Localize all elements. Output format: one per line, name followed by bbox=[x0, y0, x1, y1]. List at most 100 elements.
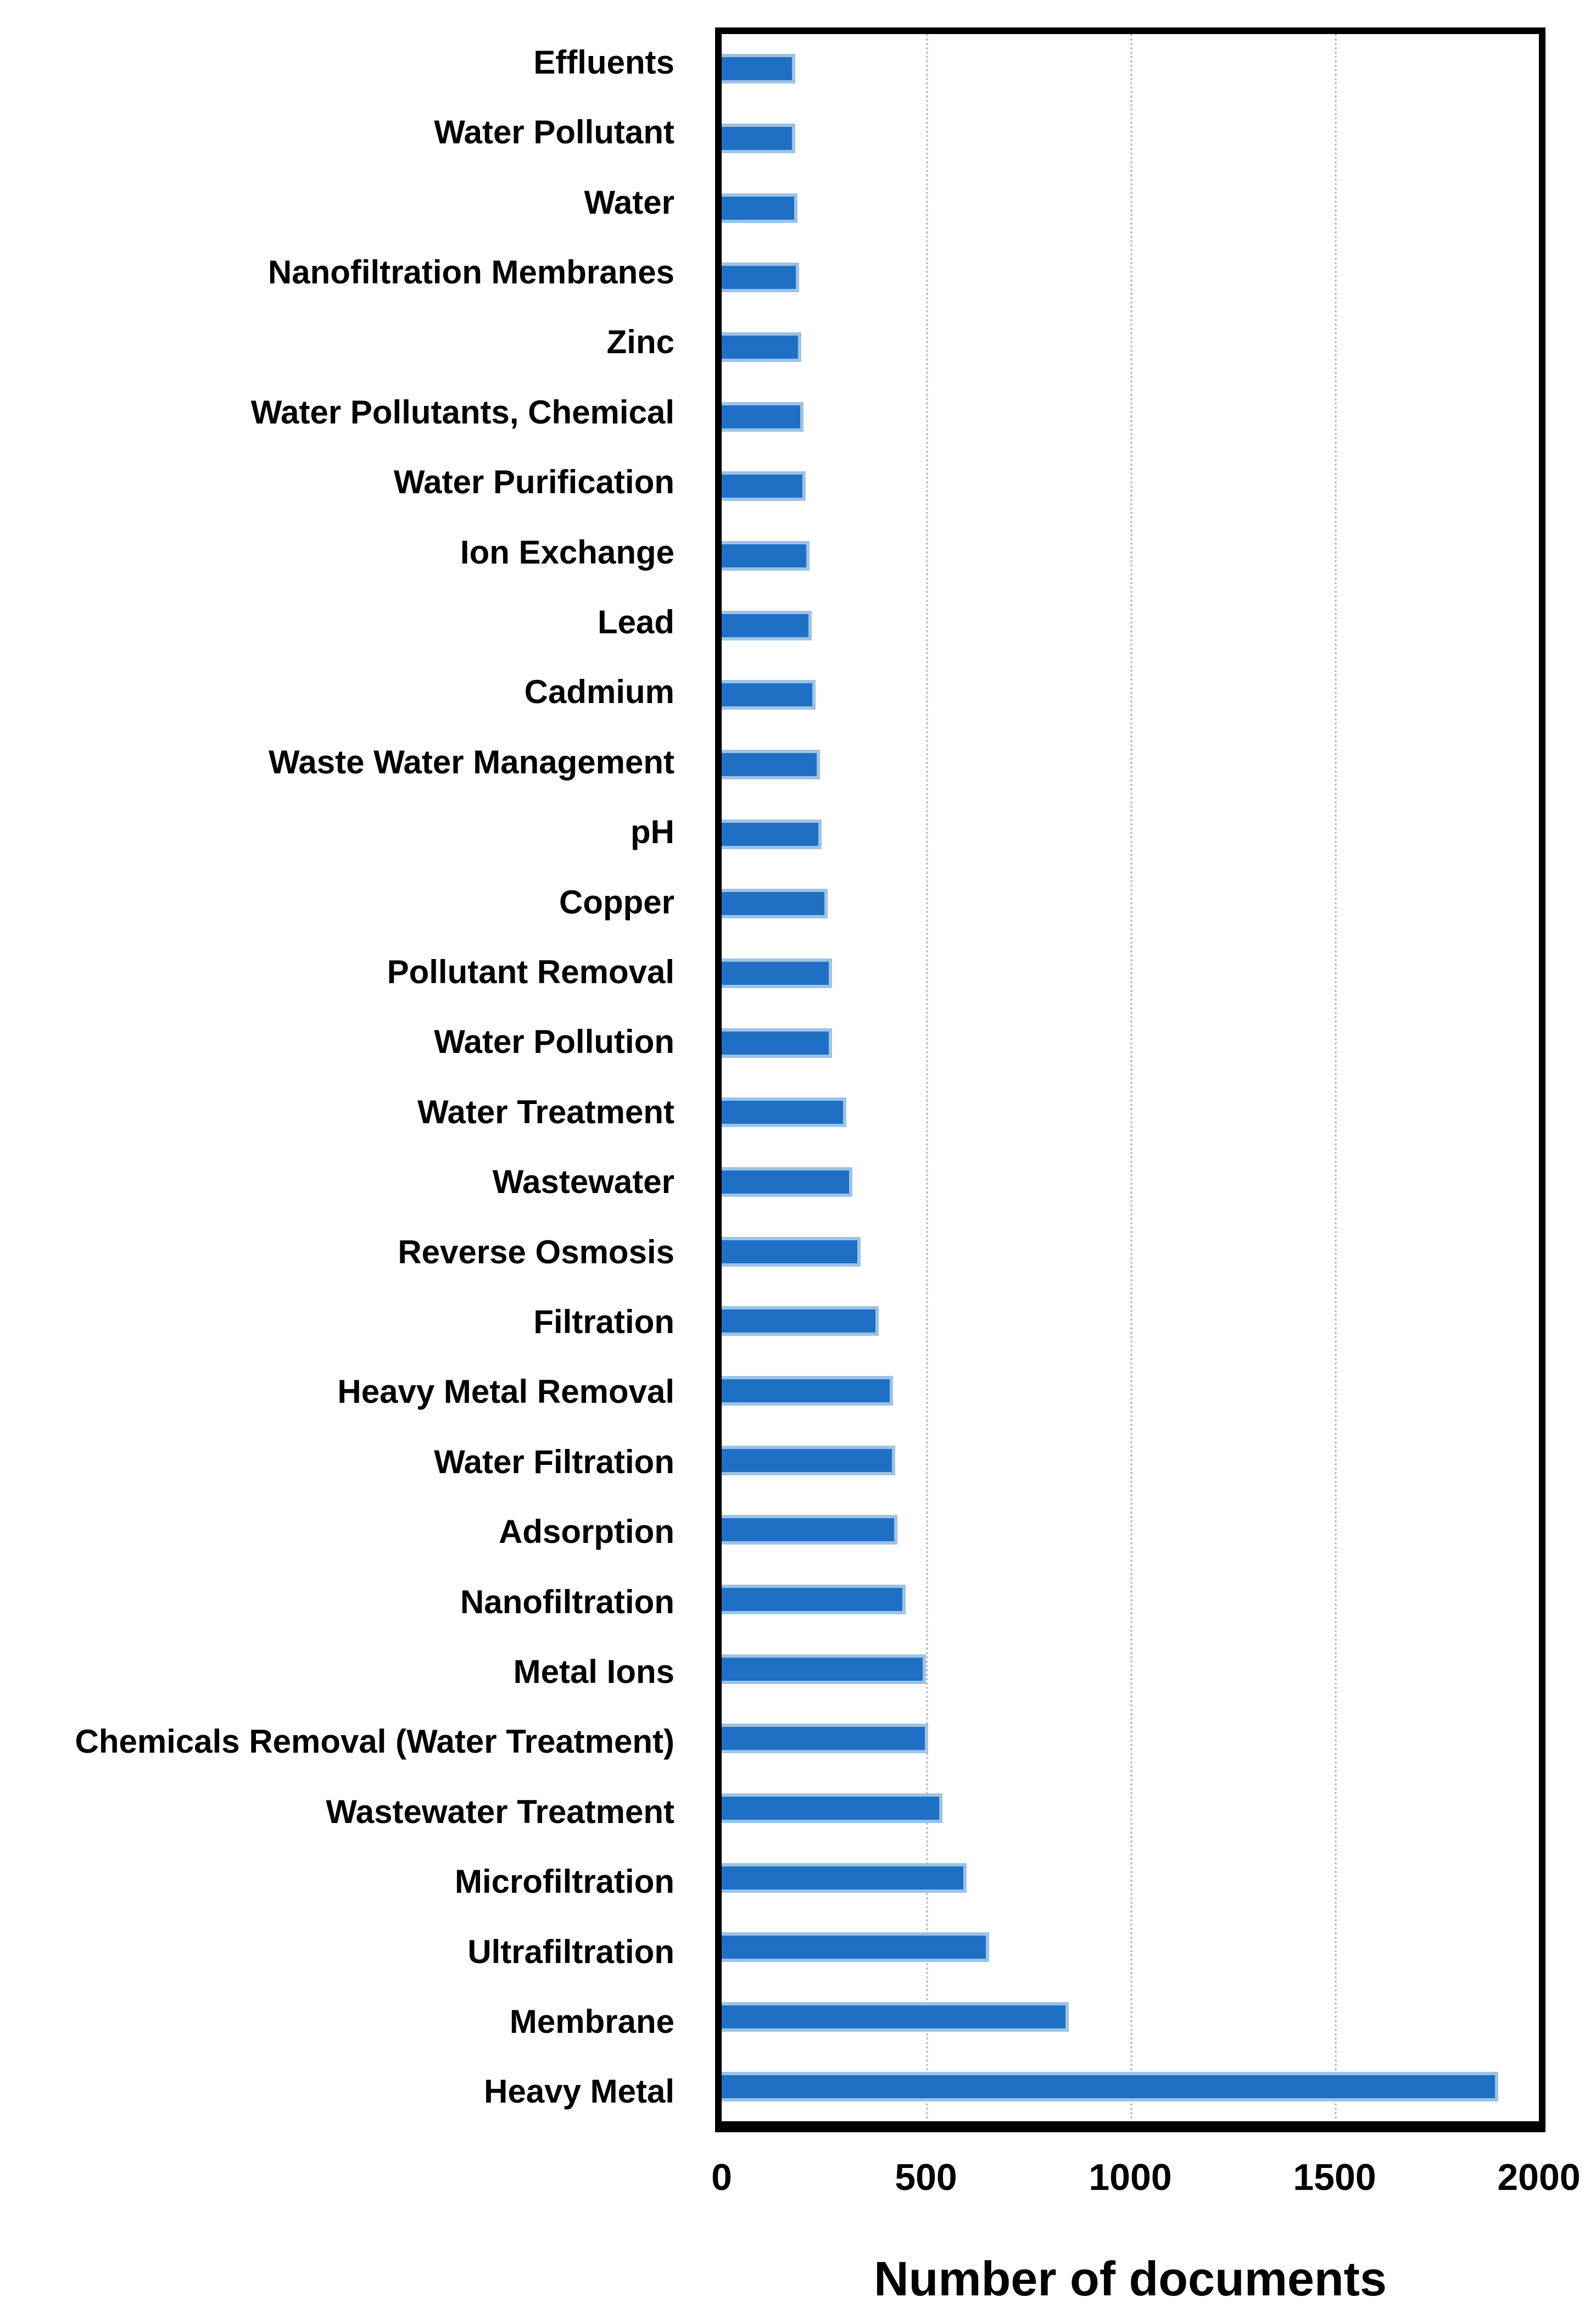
x-tick-label: 1000 bbox=[1089, 2156, 1172, 2198]
label-row: Ultrafiltration bbox=[0, 1917, 693, 1987]
bar-row bbox=[722, 451, 1539, 521]
bar-row bbox=[722, 730, 1539, 800]
x-tick-label: 0 bbox=[711, 2156, 732, 2198]
label-row: Microfiltration bbox=[0, 1847, 693, 1917]
bar bbox=[722, 1376, 894, 1406]
bar-row bbox=[722, 382, 1539, 451]
category-label: Ultrafiltration bbox=[467, 1933, 674, 1970]
x-tick-label: 500 bbox=[895, 2156, 957, 2198]
bar bbox=[722, 1932, 990, 1963]
bar bbox=[722, 610, 812, 640]
bar bbox=[722, 541, 810, 571]
bar-row bbox=[722, 1495, 1539, 1565]
bar bbox=[722, 193, 797, 223]
x-axis-title: Number of documents bbox=[874, 2251, 1387, 2306]
label-row: Filtration bbox=[0, 1287, 693, 1357]
bar-row bbox=[722, 1565, 1539, 1635]
category-label: Heavy Metal bbox=[484, 2073, 674, 2110]
label-row: Zinc bbox=[0, 308, 693, 377]
category-label: Wastewater bbox=[492, 1163, 674, 1201]
bar-row bbox=[722, 2052, 1539, 2121]
bar-row bbox=[722, 173, 1539, 243]
bar-row bbox=[722, 1078, 1539, 1147]
bar-row bbox=[722, 1704, 1539, 1774]
bar bbox=[722, 1515, 897, 1545]
bar bbox=[722, 263, 800, 293]
bar bbox=[722, 471, 806, 501]
bar-row bbox=[722, 1913, 1539, 1982]
category-label: Water Pollutant bbox=[434, 114, 674, 151]
category-label: Microfiltration bbox=[455, 1863, 674, 1900]
bar bbox=[722, 680, 816, 710]
category-label: Filtration bbox=[533, 1303, 674, 1341]
label-row: Copper bbox=[0, 867, 693, 937]
category-label: Heavy Metal Removal bbox=[337, 1373, 674, 1411]
bar bbox=[722, 889, 828, 919]
label-row: pH bbox=[0, 797, 693, 867]
bar-row bbox=[722, 590, 1539, 660]
label-row: Waste Water Management bbox=[0, 727, 693, 797]
label-row: Effluents bbox=[0, 27, 693, 97]
bar bbox=[722, 1863, 967, 1893]
bar-row bbox=[722, 869, 1539, 939]
label-row: Metal Ions bbox=[0, 1637, 693, 1707]
category-axis: Effluents Water Pollutant Water Nanofiltrat… bbox=[0, 27, 693, 2127]
label-row: Adsorption bbox=[0, 1497, 693, 1567]
gridline bbox=[1130, 34, 1132, 2121]
bar bbox=[722, 1724, 928, 1754]
label-row: Wastewater bbox=[0, 1147, 693, 1217]
bar bbox=[722, 54, 795, 84]
label-row: Water Filtration bbox=[0, 1427, 693, 1497]
category-label: Nanofiltration bbox=[460, 1583, 674, 1620]
category-label: Effluents bbox=[533, 43, 674, 81]
category-label: Water Pollution bbox=[434, 1023, 674, 1061]
bar bbox=[722, 958, 832, 989]
category-label: Waste Water Management bbox=[268, 743, 674, 781]
bar bbox=[722, 1236, 861, 1267]
label-row: Reverse Osmosis bbox=[0, 1217, 693, 1287]
x-tick-label: 1500 bbox=[1293, 2156, 1376, 2198]
category-label: Copper bbox=[559, 883, 674, 921]
bar bbox=[722, 1793, 942, 1824]
plot-inner bbox=[722, 34, 1539, 2121]
category-label: Lead bbox=[597, 603, 674, 640]
category-label: Wastewater Treatment bbox=[326, 1793, 674, 1830]
bar-row bbox=[722, 1217, 1539, 1286]
label-row: Water Treatment bbox=[0, 1077, 693, 1147]
label-row: Wastewater Treatment bbox=[0, 1777, 693, 1847]
bar bbox=[722, 124, 795, 153]
label-row: Nanofiltration Membranes bbox=[0, 237, 693, 307]
label-row: Nanofiltration bbox=[0, 1567, 693, 1637]
label-row: Water Pollutants, Chemical bbox=[0, 377, 693, 447]
x-tick-label: 2000 bbox=[1497, 2156, 1581, 2198]
bar-row bbox=[722, 1843, 1539, 1913]
category-label: Water Treatment bbox=[417, 1093, 674, 1130]
bar-row bbox=[722, 799, 1539, 869]
bar bbox=[722, 402, 803, 432]
plot-area bbox=[715, 27, 1545, 2132]
label-row: Water Purification bbox=[0, 447, 693, 517]
label-row: Chemicals Removal (Water Treatment) bbox=[0, 1707, 693, 1777]
label-row: Lead bbox=[0, 587, 693, 657]
bar-row bbox=[722, 313, 1539, 382]
bar-row bbox=[722, 243, 1539, 313]
bar bbox=[722, 1585, 906, 1615]
bar-row bbox=[722, 1982, 1539, 2052]
category-label: Cadmium bbox=[524, 673, 674, 711]
bar-row bbox=[722, 1634, 1539, 1704]
category-label: Water Purification bbox=[393, 464, 674, 501]
bar-row bbox=[722, 521, 1539, 591]
label-row: Cadmium bbox=[0, 657, 693, 727]
x-axis-ticks: 0 500 1000 1500 2000 bbox=[711, 2156, 1581, 2208]
bar bbox=[722, 1654, 926, 1684]
bar-row bbox=[722, 104, 1539, 174]
bars-container bbox=[722, 34, 1539, 2121]
bar bbox=[722, 1306, 879, 1336]
bar bbox=[722, 2002, 1069, 2032]
category-label: Nanofiltration Membranes bbox=[267, 253, 674, 291]
bar-row bbox=[722, 1774, 1539, 1843]
bar-row bbox=[722, 1425, 1539, 1495]
category-label: Water Filtration bbox=[434, 1443, 674, 1480]
bar bbox=[722, 1445, 896, 1475]
